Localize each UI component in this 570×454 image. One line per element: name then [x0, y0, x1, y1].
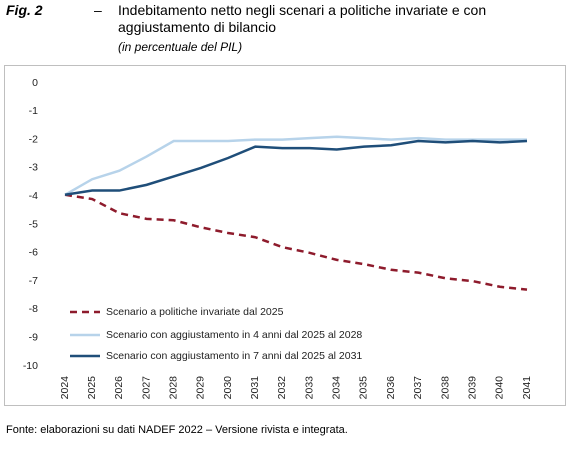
x-tick-label: 2026 — [113, 376, 125, 400]
chart: 0 -1 -2 -3 -4 -5 -6 -7 -8 -9 -10 2024 2025 2026 2027 20… — [4, 65, 566, 406]
y-tick-label: 0 — [32, 77, 38, 89]
series-line — [64, 193, 528, 291]
x-tick-label: 2029 — [195, 376, 207, 400]
x-tick-label: 2024 — [59, 376, 71, 400]
x-tick-label: 2027 — [140, 376, 152, 400]
y-tick-label: -2 — [29, 133, 38, 145]
chart-frame — [4, 65, 566, 406]
y-tick-label: -10 — [23, 360, 38, 372]
figure-label: Fig. 2 — [6, 2, 43, 18]
legend-label: Scenario con aggiustamento in 7 anni dal… — [106, 350, 362, 362]
x-tick-label: 2031 — [249, 376, 261, 400]
x-tick-label: 2028 — [167, 376, 179, 400]
chart-title: Indebitamento netto negli scenari a poli… — [118, 2, 487, 35]
y-tick-label: -9 — [29, 331, 38, 343]
x-tick-label: 2036 — [385, 376, 397, 400]
x-tick-label: 2034 — [331, 376, 343, 400]
y-tick-label: -1 — [29, 105, 38, 117]
x-tick-label: 2025 — [86, 376, 98, 400]
y-tick-label: -5 — [29, 218, 38, 230]
x-tick-label: 2040 — [494, 376, 506, 400]
x-tick-label: 2032 — [276, 376, 288, 400]
x-tick-label: 2035 — [358, 376, 370, 400]
chart-subtitle: (in percentuale del PIL) — [118, 40, 243, 54]
x-tick-label: 2037 — [412, 376, 424, 400]
y-tick-label: -4 — [29, 190, 38, 202]
series-line — [64, 139, 528, 197]
y-tick-label: -8 — [29, 303, 38, 315]
source-note: Fonte: elaborazioni su dati NADEF 2022 –… — [6, 424, 348, 436]
legend-label: Scenario con aggiustamento in 4 anni dal… — [106, 329, 362, 341]
x-tick-label: 2030 — [222, 376, 234, 400]
x-tick-label: 2033 — [303, 376, 315, 400]
series-line — [64, 135, 527, 196]
y-tick-label: -6 — [29, 247, 38, 259]
y-tick-label: -7 — [29, 275, 38, 287]
legend-label: Scenario a politiche invariate dal 2025 — [106, 306, 284, 318]
x-tick-label: 2041 — [521, 376, 533, 400]
y-tick-label: -3 — [29, 162, 38, 174]
separator: – — [94, 2, 102, 18]
x-tick-label: 2038 — [439, 376, 451, 400]
x-tick-label: 2039 — [466, 376, 478, 400]
